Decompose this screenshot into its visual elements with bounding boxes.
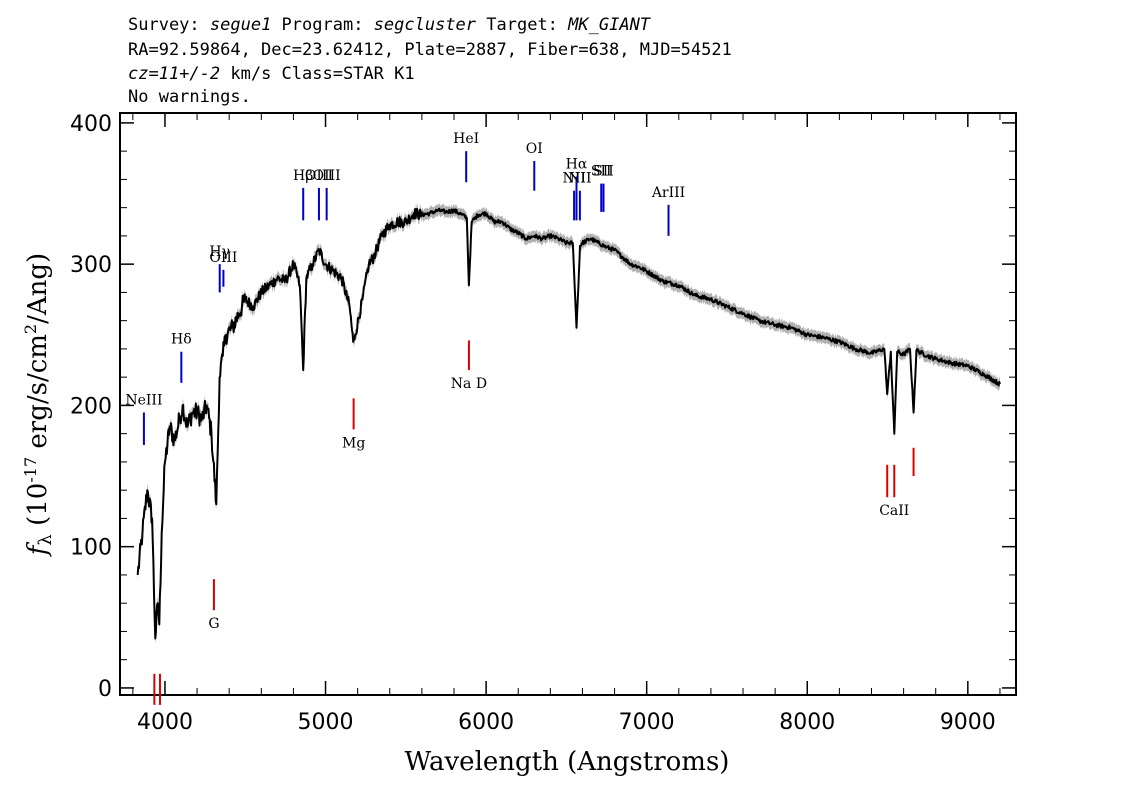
x-tick-label: 6000 bbox=[458, 710, 514, 735]
flux-line bbox=[136, 207, 1001, 640]
y-tick-label: 400 bbox=[70, 112, 112, 137]
line-label: OIII bbox=[313, 168, 341, 184]
line-label: NeIII bbox=[125, 392, 162, 408]
y-axis-title: fλ (10-17 erg/s/cm2/Ang) bbox=[21, 253, 56, 557]
header-survey: segue1 bbox=[210, 15, 271, 35]
line-label: Mg bbox=[342, 435, 365, 451]
line-label: HeI bbox=[453, 131, 479, 147]
line-label: NII bbox=[568, 171, 591, 187]
header-line-3: cz=11+/-2 km/s Class=STAR K1 bbox=[128, 64, 415, 84]
x-tick-label: 5000 bbox=[298, 710, 354, 735]
line-label: OI bbox=[526, 141, 543, 157]
line-label: Hβ bbox=[293, 168, 313, 184]
flux-error-band bbox=[137, 203, 1000, 645]
header-program: segcluster bbox=[374, 15, 477, 35]
axis-tick-labels: 4000 5000 6000 7000 8000 9000 0 100 200 300 400 bbox=[70, 112, 996, 735]
flux-series bbox=[136, 207, 1001, 640]
axis-ticks bbox=[120, 113, 1016, 695]
line-label: OIII bbox=[209, 250, 237, 266]
line-label: CaII bbox=[879, 503, 909, 519]
line-label: ArIII bbox=[651, 185, 685, 201]
y-tick-label: 100 bbox=[70, 536, 112, 561]
x-axis-title: Wavelength (Angstroms) bbox=[405, 747, 730, 777]
line-label: Hα bbox=[566, 157, 588, 173]
x-tick-label: 4000 bbox=[137, 710, 193, 735]
x-tick-label: 7000 bbox=[619, 710, 675, 735]
x-tick-label: 8000 bbox=[779, 710, 835, 735]
line-label: G bbox=[208, 616, 219, 632]
error-band bbox=[137, 203, 1000, 645]
y-tick-label: 0 bbox=[98, 677, 112, 702]
header-redshift: cz=11+/-2 bbox=[128, 64, 220, 84]
x-tick-label: 9000 bbox=[940, 710, 996, 735]
line-label: Na D bbox=[451, 376, 487, 392]
line-label: Hγ bbox=[209, 244, 230, 260]
line-label: SII bbox=[593, 164, 614, 180]
header-line-2: RA=92.59864, Dec=23.62412, Plate=2887, F… bbox=[128, 40, 732, 60]
header-line-1: Survey: segue1 Program: segcluster Targe… bbox=[128, 15, 652, 35]
header-line-4: No warnings. bbox=[128, 87, 251, 107]
y-tick-label: 200 bbox=[70, 394, 112, 419]
line-label: SII bbox=[591, 164, 612, 180]
line-label: Hδ bbox=[171, 332, 192, 348]
header-target: MK_GIANT bbox=[567, 15, 652, 35]
y-tick-label: 300 bbox=[70, 253, 112, 278]
plot-frame bbox=[119, 112, 1017, 696]
line-label: OIII bbox=[305, 168, 333, 184]
line-label: NII bbox=[562, 171, 585, 187]
